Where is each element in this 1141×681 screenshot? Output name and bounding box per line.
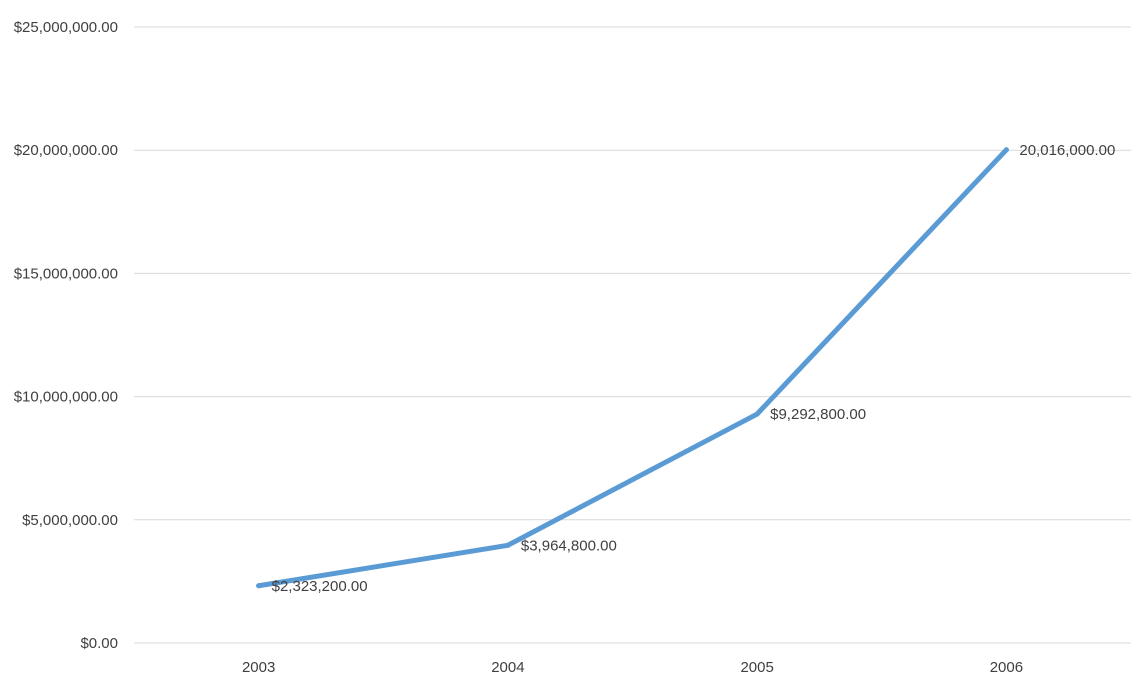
y-axis-tick-labels: $0.00 $5,000,000.00 $10,000,000.00 $15,000,…: [14, 19, 118, 652]
y-tick-label: $15,000,000.00: [14, 265, 118, 282]
data-labels: $2,323,200.00 $3,964,800.00 $9,292,800.00 2…: [272, 142, 1116, 595]
data-label: 20,016,000.00: [1019, 142, 1115, 159]
x-tick-label: 2006: [990, 659, 1023, 676]
series-layer: [256, 147, 1009, 589]
data-point: [1003, 147, 1009, 153]
y-tick-label: $5,000,000.00: [22, 512, 118, 529]
gridlines: [134, 26, 1131, 644]
y-tick-label: $25,000,000.00: [14, 19, 118, 36]
y-tick-label: $0.00: [80, 635, 118, 652]
x-axis-tick-labels: 2003 2004 2005 2006: [242, 659, 1023, 676]
data-point: [256, 583, 262, 589]
y-tick-label: $20,000,000.00: [14, 142, 118, 159]
y-tick-label: $10,000,000.00: [14, 389, 118, 406]
data-label: $3,964,800.00: [521, 537, 617, 554]
data-label: $9,292,800.00: [770, 406, 866, 423]
x-tick-label: 2003: [242, 659, 275, 676]
data-label: $2,323,200.00: [272, 578, 368, 595]
x-tick-label: 2004: [491, 659, 524, 676]
data-point: [505, 542, 511, 548]
series-line: [256, 147, 1009, 589]
data-point: [754, 411, 760, 417]
x-tick-label: 2005: [740, 659, 773, 676]
